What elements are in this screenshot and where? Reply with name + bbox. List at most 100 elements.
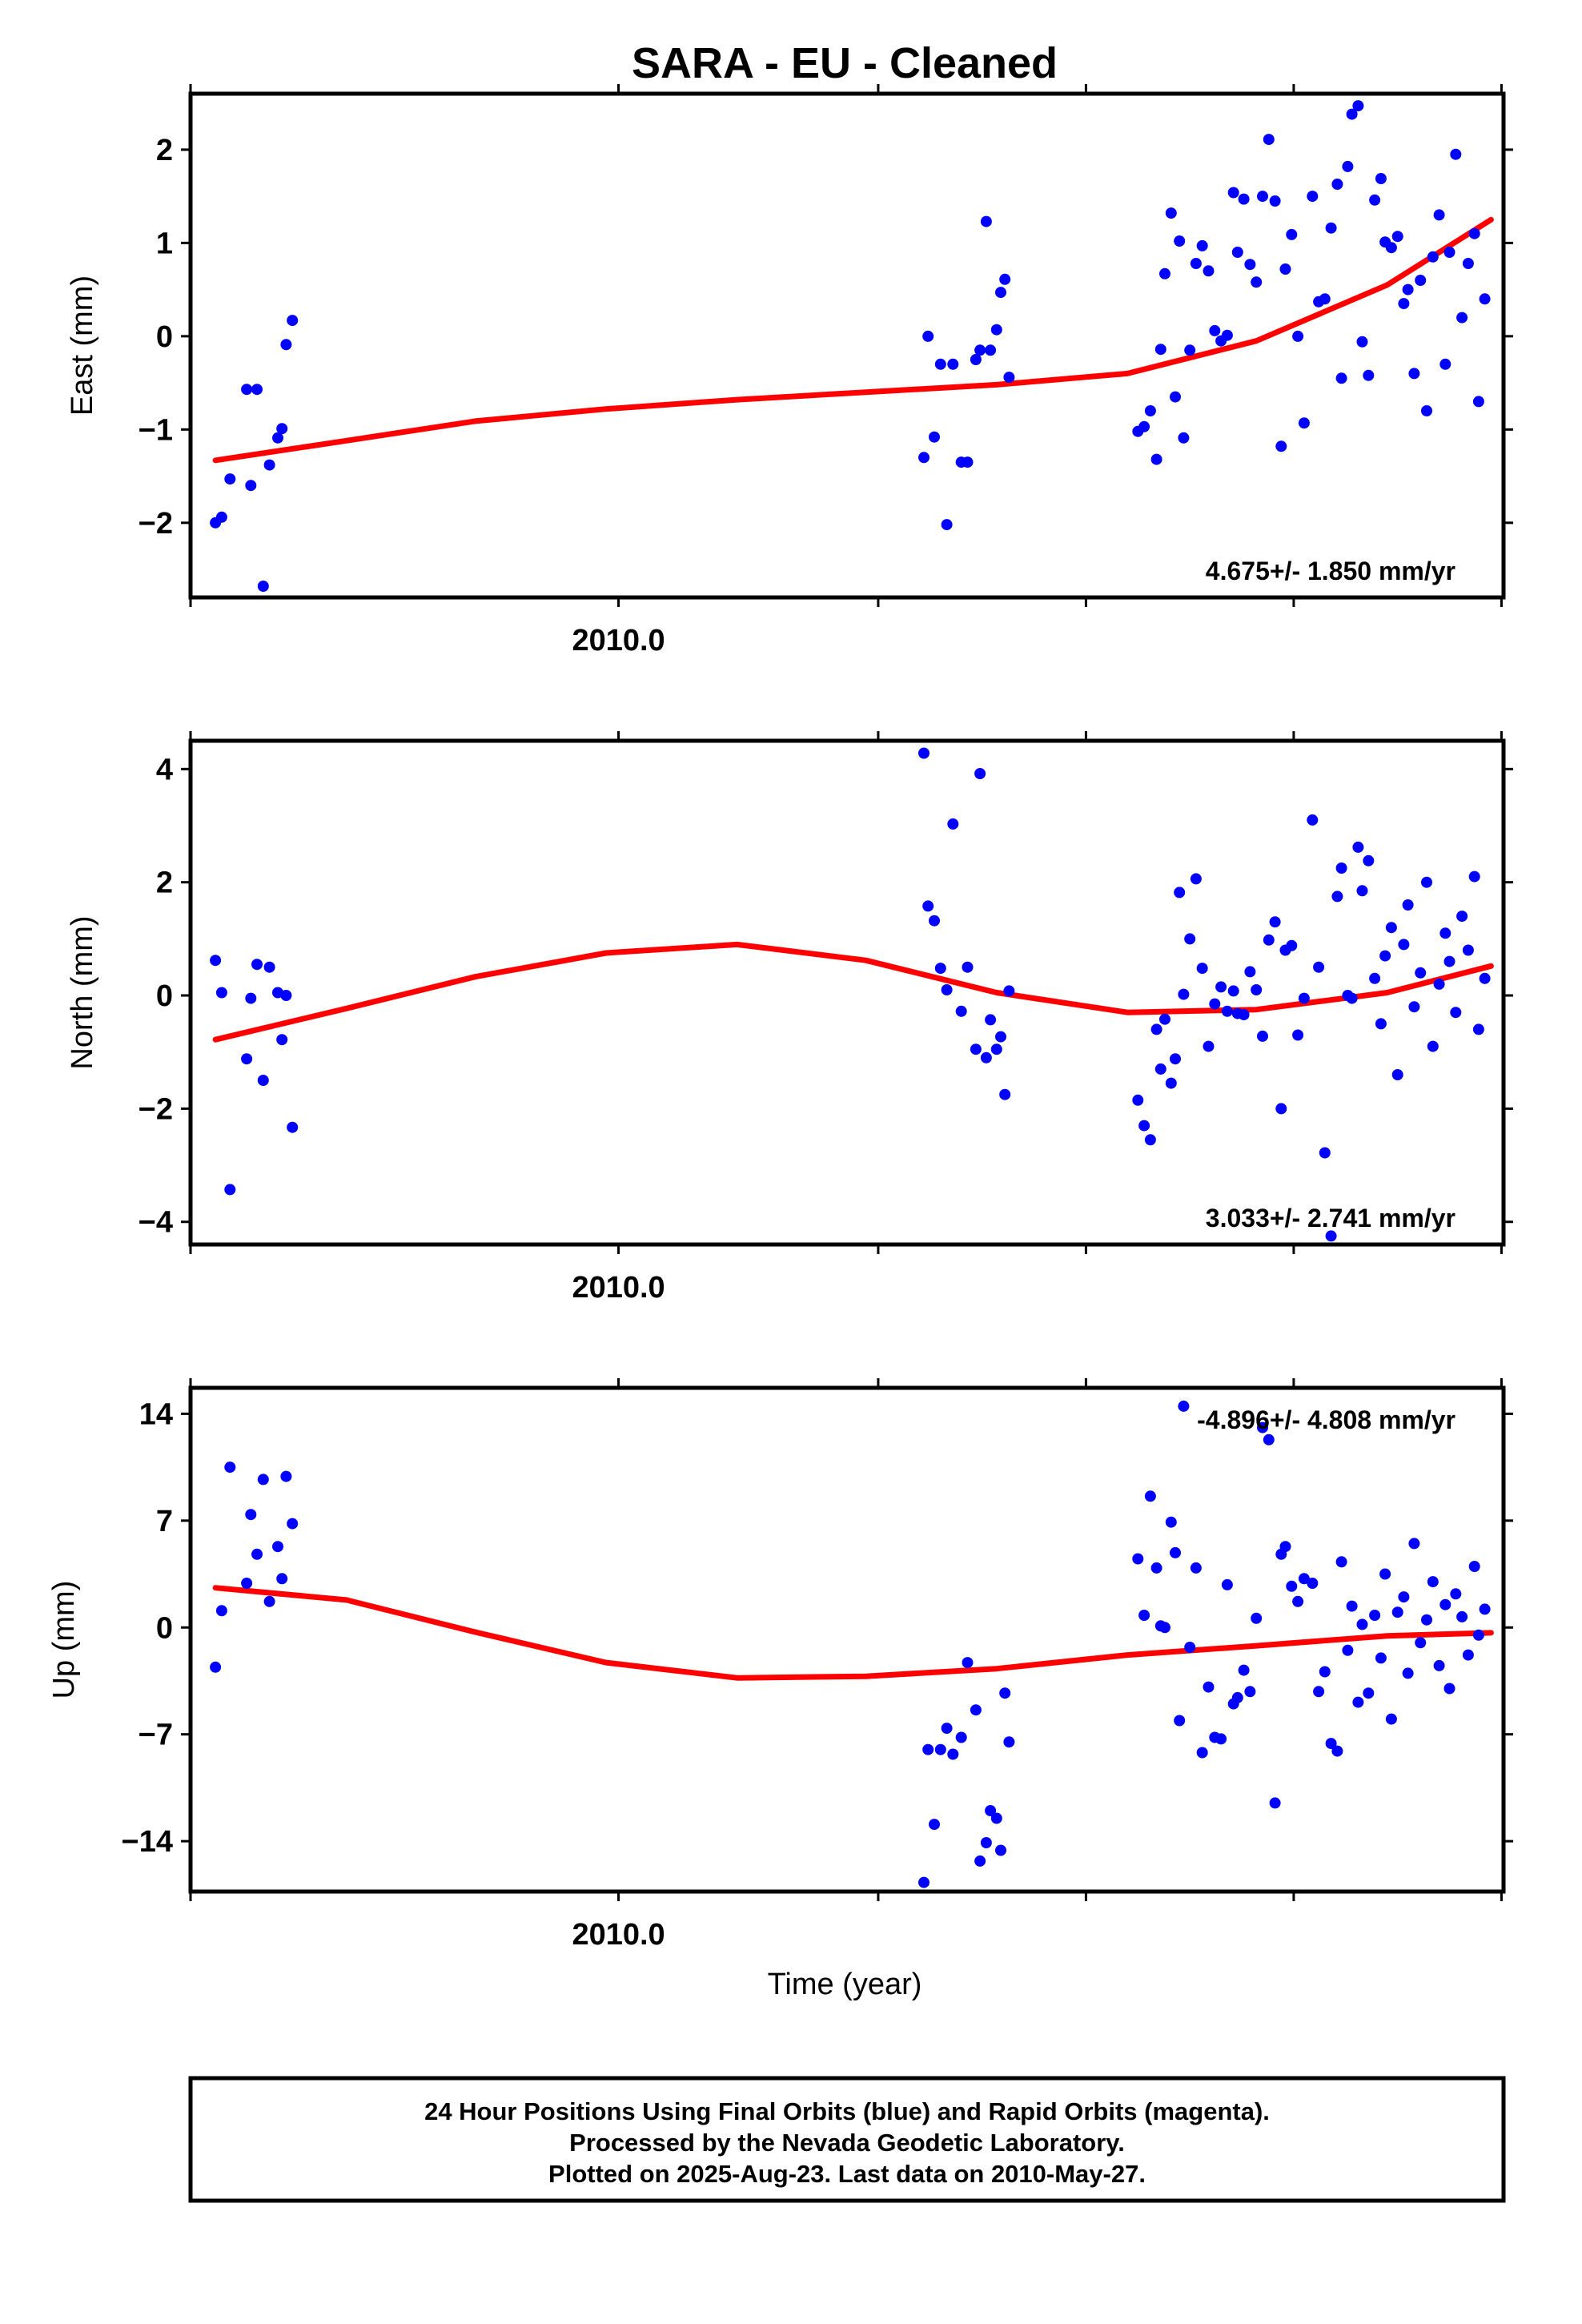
north-data-point xyxy=(970,1043,982,1055)
up-data-point xyxy=(1159,1622,1170,1634)
up-data-point xyxy=(1251,1612,1263,1624)
north-data-point xyxy=(980,1051,992,1063)
east-data-point xyxy=(1391,231,1403,243)
east-data-point xyxy=(1238,193,1250,205)
north-data-point xyxy=(1221,1005,1233,1017)
up-data-point xyxy=(1402,1667,1414,1679)
north-data-point xyxy=(1385,922,1397,934)
east-data-point xyxy=(1203,265,1215,277)
east-data-point xyxy=(1159,267,1170,279)
north-ytick-label: 4 xyxy=(156,753,173,786)
north-data-point xyxy=(941,984,953,995)
east-data-point xyxy=(1415,275,1427,286)
north-ytick-label: 0 xyxy=(156,979,173,1013)
north-data-point xyxy=(1170,1053,1181,1065)
up-data-point xyxy=(1184,1642,1196,1653)
up-data-point xyxy=(1391,1606,1403,1618)
north-data-point xyxy=(215,987,227,999)
up-data-point xyxy=(1138,1610,1150,1621)
north-data-point xyxy=(1154,1063,1166,1075)
up-data-point xyxy=(1443,1683,1456,1695)
north-data-point xyxy=(276,1034,288,1046)
north-data-point xyxy=(1325,1230,1337,1242)
up-data-point xyxy=(1286,1580,1298,1592)
up-data-point xyxy=(1178,1400,1190,1412)
up-data-point xyxy=(1439,1598,1452,1610)
north-data-point xyxy=(1379,950,1391,962)
east-ytick-label: 2 xyxy=(156,134,173,167)
chart-title: SARA - EU - Cleaned xyxy=(632,39,1058,87)
north-data-point xyxy=(1408,1001,1420,1013)
north-data-point xyxy=(1209,998,1221,1010)
up-data-point xyxy=(1421,1614,1432,1626)
up-data-point xyxy=(995,1844,1006,1856)
east-data-point xyxy=(1385,242,1397,254)
up-data-point xyxy=(1369,1610,1381,1621)
up-data-point xyxy=(1231,1691,1243,1703)
north-data-point xyxy=(1238,1009,1250,1021)
up-data-point xyxy=(263,1595,275,1607)
east-ytick-label: 0 xyxy=(156,320,173,354)
east-data-point xyxy=(272,432,283,444)
east-data-point xyxy=(947,358,959,370)
north-data-point xyxy=(224,1184,236,1196)
north-panel: −4 −2 0 2 4 2010.0 3.033+/- 2.741 mm/yr North (… xyxy=(66,731,1513,1305)
north-data-point xyxy=(1190,873,1202,885)
up-ytick-label: 0 xyxy=(156,1611,173,1645)
east-data-point xyxy=(1363,369,1375,381)
up-data-point xyxy=(1427,1576,1439,1588)
east-data-point xyxy=(1178,432,1190,444)
north-data-point xyxy=(1375,1018,1387,1030)
east-rate-label: 4.675+/- 1.850 mm/yr xyxy=(1206,557,1456,585)
up-data-point xyxy=(1468,1561,1480,1572)
east-data-point xyxy=(1331,179,1343,190)
east-data-point xyxy=(1003,372,1015,384)
north-data-point xyxy=(1472,1023,1484,1035)
up-data-point xyxy=(955,1731,967,1743)
north-data-point xyxy=(1215,981,1227,993)
north-data-point xyxy=(1443,955,1456,967)
up-data-point xyxy=(272,1541,283,1553)
north-data-point xyxy=(1159,1013,1170,1025)
north-fit-line xyxy=(212,941,1494,1043)
up-data-point xyxy=(1363,1687,1375,1699)
east-data-point xyxy=(1263,134,1275,146)
east-data-point xyxy=(1462,258,1474,269)
up-data-point xyxy=(1456,1610,1468,1622)
up-data-point xyxy=(215,1605,227,1617)
up-ytick-label: −7 xyxy=(139,1719,173,1752)
up-data-point xyxy=(1379,1568,1391,1580)
up-data-point xyxy=(1375,1652,1387,1664)
east-data-point xyxy=(1251,276,1263,288)
east-data-point xyxy=(1433,209,1445,221)
up-data-point xyxy=(1196,1747,1208,1759)
east-panel: −2 −1 0 1 2 2010.0 4.675+/- 1.850 mm/yr East (m… xyxy=(66,84,1513,657)
north-data-point xyxy=(241,1053,253,1065)
east-data-point xyxy=(1369,194,1381,206)
north-data-point xyxy=(934,963,946,975)
footer-line-1: 24 Hour Positions Using Final Orbits (bl… xyxy=(424,2097,1270,2125)
north-data-point xyxy=(1479,972,1491,984)
up-data-point xyxy=(934,1743,946,1755)
north-data-point xyxy=(1257,1030,1268,1042)
up-data-point xyxy=(1003,1736,1015,1748)
up-data-point xyxy=(287,1518,299,1530)
up-data-point xyxy=(918,1876,930,1888)
north-data-point xyxy=(287,1121,299,1133)
east-data-point xyxy=(287,315,299,327)
east-data-point xyxy=(974,344,986,356)
east-data-point xyxy=(929,431,940,443)
up-fit-line xyxy=(212,1585,1494,1681)
east-data-point xyxy=(1184,344,1196,356)
north-data-point xyxy=(1468,870,1480,883)
north-data-point xyxy=(1174,887,1186,899)
up-data-point xyxy=(245,1509,257,1521)
up-ytick-label: −14 xyxy=(122,1825,173,1859)
north-data-point xyxy=(962,961,974,973)
north-data-point xyxy=(1144,1134,1156,1146)
north-data-point xyxy=(1165,1077,1177,1089)
north-data-point xyxy=(1439,927,1452,939)
up-data-point xyxy=(1472,1629,1484,1641)
up-data-point xyxy=(1238,1664,1250,1676)
east-data-point xyxy=(1269,195,1281,207)
